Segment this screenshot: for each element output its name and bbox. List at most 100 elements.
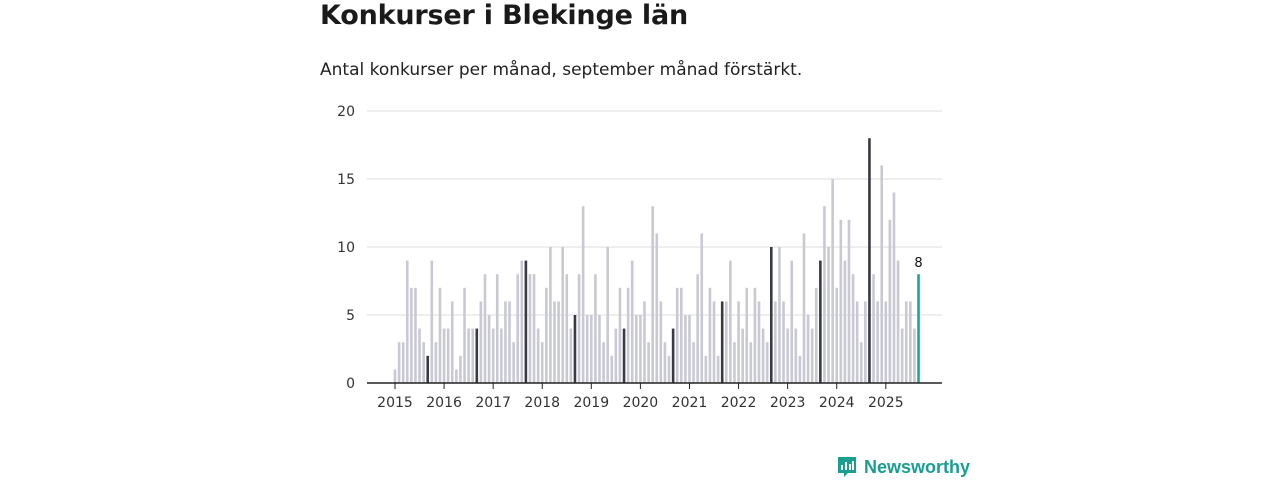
bar[interactable] [827, 247, 830, 383]
bar[interactable] [561, 247, 564, 383]
bar[interactable] [414, 287, 417, 383]
bar[interactable] [500, 328, 503, 383]
bar[interactable] [594, 274, 597, 383]
bar[interactable] [450, 301, 454, 383]
bar[interactable] [831, 179, 834, 383]
bar[interactable] [422, 342, 425, 383]
bar[interactable] [904, 301, 908, 383]
bar[interactable] [405, 260, 409, 383]
bar[interactable] [774, 301, 777, 383]
bar[interactable] [680, 287, 683, 383]
bar[interactable] [909, 301, 912, 383]
bar[interactable] [504, 301, 507, 383]
bar[interactable] [892, 192, 896, 383]
september-bar[interactable] [573, 315, 577, 383]
bar[interactable] [614, 328, 618, 383]
bar[interactable] [483, 274, 487, 383]
bar[interactable] [712, 301, 716, 383]
bar[interactable] [487, 315, 491, 383]
bar[interactable] [749, 342, 753, 383]
bar[interactable] [606, 247, 609, 383]
september-bar[interactable] [819, 260, 822, 383]
bar[interactable] [708, 287, 712, 383]
bar[interactable] [549, 247, 552, 383]
bar[interactable] [839, 219, 843, 383]
bar[interactable] [724, 301, 728, 383]
bar[interactable] [610, 355, 614, 383]
bar[interactable] [737, 301, 740, 383]
latest-bar[interactable] [917, 274, 920, 383]
bar[interactable] [577, 274, 581, 383]
bar[interactable] [876, 301, 879, 383]
bar[interactable] [798, 355, 802, 383]
bar[interactable] [635, 315, 638, 383]
bar[interactable] [655, 233, 659, 383]
bar[interactable] [855, 301, 859, 383]
bar[interactable] [545, 287, 548, 383]
bar[interactable] [438, 287, 442, 383]
bar[interactable] [430, 260, 434, 383]
bar[interactable] [553, 301, 556, 383]
bar[interactable] [900, 328, 904, 383]
bar[interactable] [590, 315, 593, 383]
september-bar[interactable] [720, 301, 724, 383]
bar[interactable] [896, 260, 900, 383]
bar[interactable] [782, 301, 785, 383]
bar[interactable] [859, 342, 863, 383]
bar[interactable] [618, 287, 622, 383]
bar[interactable] [913, 328, 916, 383]
bar[interactable] [626, 287, 630, 383]
bar[interactable] [864, 301, 867, 383]
bar[interactable] [700, 233, 704, 383]
bar[interactable] [692, 342, 695, 383]
bar[interactable] [667, 355, 671, 383]
september-bar[interactable] [671, 328, 675, 383]
bar[interactable] [847, 219, 851, 383]
bar[interactable] [765, 342, 769, 383]
bar[interactable] [471, 328, 475, 383]
bar[interactable] [823, 206, 826, 383]
bar[interactable] [393, 369, 397, 383]
bar[interactable] [704, 355, 708, 383]
bar[interactable] [528, 274, 532, 383]
bar[interactable] [651, 206, 654, 383]
september-bar[interactable] [622, 328, 626, 383]
september-bar[interactable] [475, 328, 479, 383]
bar[interactable] [888, 219, 892, 383]
bar[interactable] [851, 274, 855, 383]
bar[interactable] [675, 287, 679, 383]
bar[interactable] [696, 274, 699, 383]
bar[interactable] [585, 315, 589, 383]
newsworthy-logo[interactable]: Newsworthy [836, 455, 970, 479]
bar[interactable] [495, 274, 499, 383]
bar[interactable] [479, 301, 483, 383]
bar[interactable] [810, 328, 814, 383]
bar[interactable] [786, 328, 789, 383]
bar[interactable] [491, 328, 495, 383]
bar[interactable] [729, 260, 732, 383]
bar[interactable] [401, 342, 405, 383]
bar[interactable] [716, 355, 720, 383]
bar[interactable] [663, 342, 667, 383]
bar[interactable] [794, 328, 798, 383]
bar[interactable] [688, 315, 691, 383]
bar[interactable] [843, 260, 847, 383]
bar[interactable] [835, 287, 839, 383]
september-bar[interactable] [426, 355, 430, 383]
bar[interactable] [790, 260, 794, 383]
bar[interactable] [647, 342, 650, 383]
bar[interactable] [741, 328, 744, 383]
bar[interactable] [639, 315, 642, 383]
bar[interactable] [872, 274, 875, 383]
bar[interactable] [602, 342, 605, 383]
bar[interactable] [745, 287, 749, 383]
bar[interactable] [532, 274, 536, 383]
bar[interactable] [512, 342, 515, 383]
bar[interactable] [733, 342, 736, 383]
bar[interactable] [459, 355, 462, 383]
bar[interactable] [565, 274, 569, 383]
bar[interactable] [884, 301, 888, 383]
bar[interactable] [446, 328, 450, 383]
bar[interactable] [557, 301, 560, 383]
bar[interactable] [659, 301, 663, 383]
